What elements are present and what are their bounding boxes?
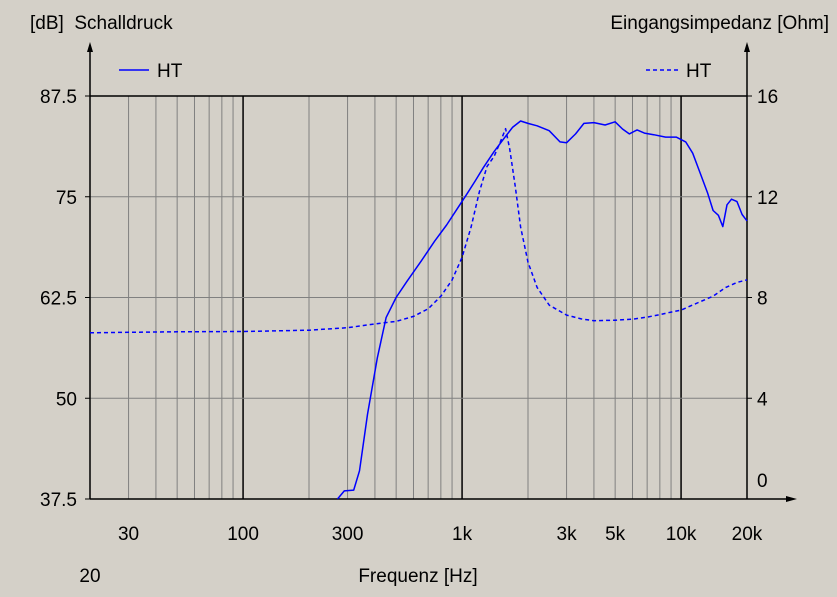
axes-text: [dB] Schalldruck Eingangsimpedanz [Ohm] … <box>30 13 829 587</box>
y-tick-label-left: 87.5 <box>40 87 77 108</box>
plot-frame <box>87 42 797 502</box>
left-axis-title: [dB] Schalldruck <box>30 13 173 34</box>
x-tick-label: 3k <box>557 524 578 545</box>
y-tick-label-right: 8 <box>757 289 768 310</box>
right-axis-arrow <box>744 42 750 52</box>
y-tick-label-left: 75 <box>56 188 77 209</box>
grid <box>90 96 747 499</box>
x-tick-label: 10k <box>666 524 697 545</box>
y-tick-label-right: 0 <box>757 471 768 492</box>
y-ticks-right: 16 12 8 4 0 <box>747 87 778 500</box>
y-tick-label-left: 50 <box>56 389 77 410</box>
x-tick-label: 20k <box>732 524 763 545</box>
y-tick-label-right: 4 <box>757 389 768 410</box>
left-axis-arrow <box>87 42 93 52</box>
x-axis-arrow <box>786 496 797 502</box>
y-ticks-left: 87.5 75 62.5 50 37.5 <box>40 87 90 511</box>
x-tick-label: 1k <box>452 524 473 545</box>
y-tick-label-left: 62.5 <box>40 289 77 310</box>
legend-label-solid: HT <box>157 61 183 82</box>
x-tick-label: 300 <box>332 524 364 545</box>
y-tick-label-right: 12 <box>757 188 778 209</box>
curves <box>89 120 748 500</box>
legend: HT HT <box>119 61 712 82</box>
x-tick-label: 20 <box>79 566 100 587</box>
y-tick-label-right: 16 <box>757 87 778 108</box>
y-tick-label-left: 37.5 <box>40 490 77 511</box>
x-axis-title: Frequenz [Hz] <box>358 566 477 587</box>
x-tick-label: 100 <box>227 524 259 545</box>
legend-label-dashed: HT <box>686 61 712 82</box>
x-ticks: 20 30 100 300 1k 3k 5k 10k 20k <box>79 524 762 587</box>
x-tick-label: 5k <box>605 524 626 545</box>
impedance-curve <box>89 127 748 334</box>
x-tick-label: 30 <box>118 524 139 545</box>
spl-curve <box>336 120 748 500</box>
right-axis-title: Eingangsimpedanz [Ohm] <box>610 13 829 34</box>
